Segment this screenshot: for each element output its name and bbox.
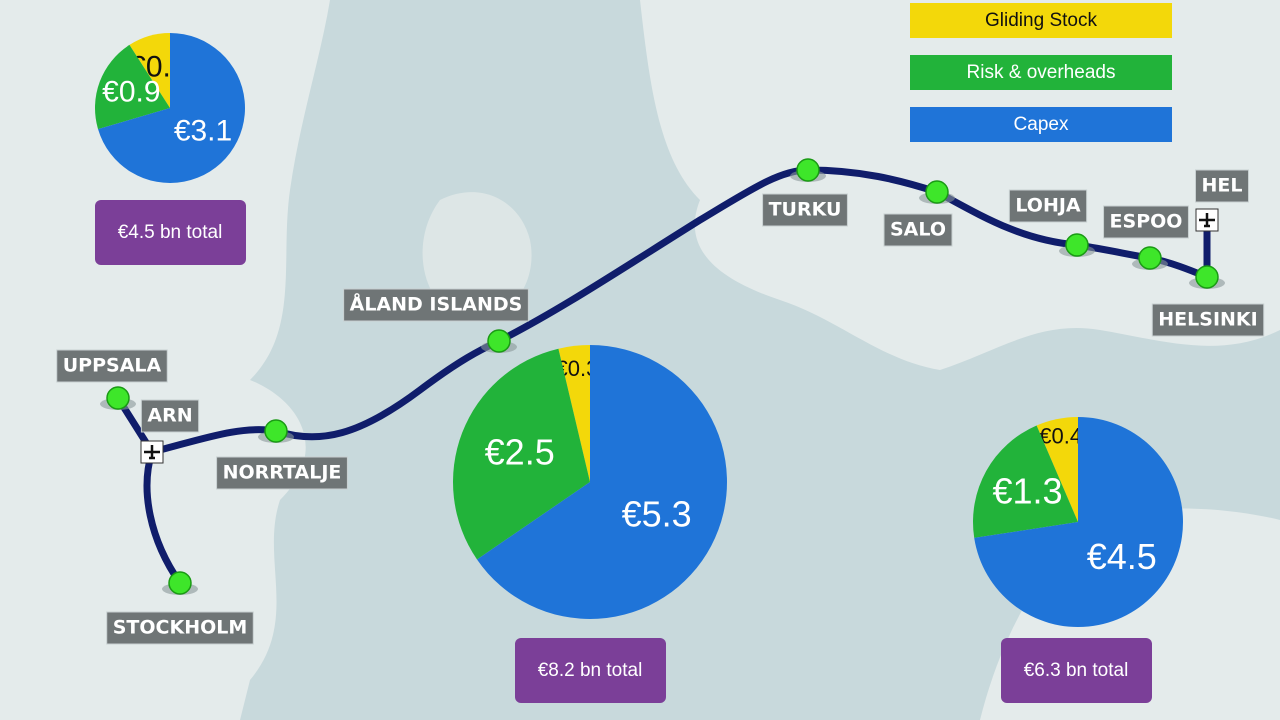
station-label: NORRTALJE: [223, 462, 342, 484]
station-label-bg: [216, 456, 348, 490]
station-label-bg: [1008, 189, 1088, 223]
pie-slice: [129, 33, 170, 108]
pie-value-label: €1.3: [992, 470, 1062, 511]
airport-plane: [1199, 213, 1215, 228]
legend-label: Risk & overheads: [967, 62, 1116, 83]
total-label: €6.3 bn total: [1024, 660, 1129, 681]
pie-slice: [1036, 417, 1078, 522]
station-label: HELSINKI: [1158, 309, 1257, 331]
pie-slice: [477, 345, 727, 619]
station-label: SALO: [890, 219, 946, 241]
total-label: €4.5 bn total: [118, 222, 223, 243]
pie-value-label: €0.9: [102, 76, 160, 109]
station-label: UPPSALA: [63, 355, 162, 377]
pie-value-label: €0.4: [1039, 423, 1082, 448]
station-label: STOCKHOLM: [113, 617, 248, 639]
legend: Gliding Stock Risk & overheads Capex: [910, 3, 1172, 142]
station: [487, 329, 511, 353]
pies: €0.4€0.9€3.1€4.5 bn total€0.3€2.5€5.3€8.…: [95, 33, 1184, 703]
station-label: ÅLAND ISLANDS: [350, 292, 523, 316]
total-label: €8.2 bn total: [538, 660, 643, 681]
station-label-bg: [1151, 303, 1265, 337]
pie-slice: [98, 33, 245, 184]
station-label: TURKU: [769, 199, 842, 221]
pie-slice: [452, 348, 590, 560]
station: [796, 158, 820, 182]
legend-label: Capex: [1014, 114, 1069, 135]
station-label-bg: [883, 213, 953, 247]
pie-slice: [973, 425, 1078, 538]
station: [925, 180, 949, 204]
pie-value-label: €3.1: [174, 115, 232, 148]
station-label-bg: [56, 349, 168, 383]
station: [106, 386, 130, 410]
legend-label: Gliding Stock: [985, 10, 1097, 31]
legend-swatch: [910, 55, 1172, 90]
station: [1065, 233, 1089, 257]
station-label: ARN: [147, 405, 192, 427]
station-label-bg: [1103, 205, 1189, 239]
station-label-bg: [1195, 169, 1249, 203]
land-finland: [640, 0, 1280, 370]
stations: STOCKHOLM ARN UPPSALA NORRTALJE ÅLAND ISLAND…: [56, 158, 1265, 645]
station: [1138, 246, 1162, 270]
pie-value-label: €2.5: [485, 431, 555, 472]
total-box: [95, 200, 246, 265]
station-label-bg: [106, 611, 254, 645]
station-label: HEL: [1202, 175, 1243, 197]
pie-slice: [974, 417, 1184, 627]
pie-slice: [95, 44, 170, 130]
pie-value-label: €4.5: [1087, 536, 1157, 577]
total-box: [1001, 638, 1152, 703]
station: [168, 571, 192, 595]
station-label-bg: [762, 193, 848, 227]
station-label: LOHJA: [1015, 195, 1081, 217]
pie-value-label: €5.3: [622, 494, 692, 535]
pie-slice: [558, 345, 590, 482]
total-box: [515, 638, 666, 703]
station: [1195, 265, 1219, 289]
station-label: ESPOO: [1110, 211, 1183, 233]
legend-swatch: [910, 107, 1172, 142]
station-label-bg: [140, 399, 200, 433]
airport-plane: [144, 445, 160, 460]
station: [264, 419, 288, 443]
station-label-bg: [343, 288, 529, 322]
legend-swatch: [910, 3, 1172, 38]
